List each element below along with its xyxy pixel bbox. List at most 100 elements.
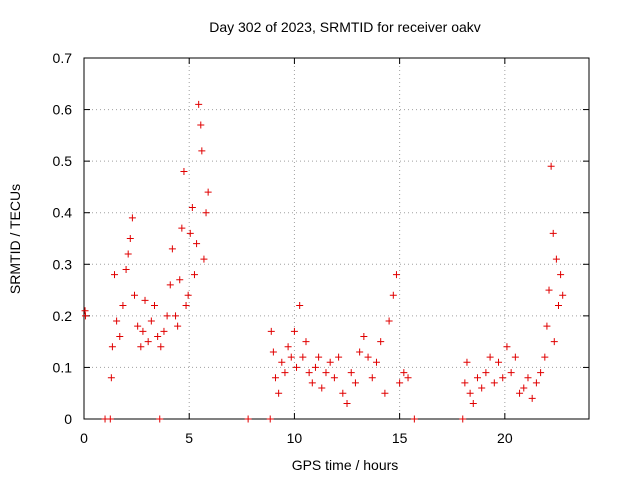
data-point — [335, 353, 343, 361]
data-point — [156, 415, 164, 423]
data-point — [339, 389, 347, 397]
data-point — [490, 379, 498, 387]
data-point — [389, 291, 397, 299]
data-point — [193, 240, 201, 248]
data-point — [186, 229, 194, 237]
y-tick-label: 0.5 — [53, 153, 73, 169]
data-point — [131, 291, 138, 299]
data-point — [107, 374, 115, 382]
data-point — [559, 291, 567, 299]
data-point — [126, 235, 134, 242]
data-point — [296, 302, 304, 310]
data-point — [547, 162, 555, 170]
data-point — [516, 389, 524, 397]
x-tick-label: 10 — [287, 430, 303, 446]
y-tick-label: 0.3 — [53, 256, 73, 272]
data-point — [364, 353, 372, 361]
data-point — [315, 353, 323, 361]
data-point — [284, 343, 292, 351]
data-point — [511, 353, 519, 361]
data-point — [271, 374, 279, 382]
data-point — [134, 322, 142, 330]
data-point — [385, 317, 393, 325]
data-point — [302, 338, 310, 346]
axis-ticks: 0 0.1 0.2 0.3 0.4 0.5 0.6 0.7 0 5 10 15 20 — [53, 50, 589, 446]
data-point — [473, 374, 481, 382]
data-point — [545, 286, 553, 294]
data-point — [322, 369, 330, 377]
grid-lines — [84, 58, 589, 419]
x-tick-label: 20 — [497, 430, 513, 446]
y-tick-label: 0 — [64, 411, 72, 427]
data-point — [368, 374, 376, 382]
data-point — [343, 400, 351, 408]
data-point — [311, 363, 319, 371]
y-tick-label: 0.6 — [53, 102, 73, 118]
y-axis-label: SRMTID / TECUs — [7, 184, 23, 294]
data-point — [266, 415, 274, 423]
y-tick-label: 0.1 — [53, 359, 73, 375]
data-point — [204, 188, 212, 196]
data-point — [139, 327, 147, 335]
data-point — [347, 369, 355, 377]
data-point — [157, 343, 165, 351]
data-point — [202, 209, 210, 217]
data-point — [330, 374, 338, 382]
x-tick-label: 5 — [185, 430, 193, 446]
data-point — [197, 121, 205, 129]
data-point — [503, 343, 511, 351]
data-point — [318, 384, 326, 392]
data-point — [119, 302, 127, 310]
data-point — [281, 369, 289, 377]
data-point — [137, 343, 145, 351]
data-point — [122, 265, 130, 273]
data-point — [144, 338, 152, 346]
data-point — [176, 276, 184, 284]
data-point — [172, 312, 180, 320]
data-point — [549, 229, 557, 237]
data-point — [150, 302, 158, 310]
chart-title: Day 302 of 2023, SRMTID for receiver oak… — [209, 19, 481, 35]
data-point — [495, 358, 503, 366]
data-point — [174, 322, 182, 330]
data-point — [182, 302, 190, 310]
data-point — [404, 374, 412, 382]
data-marks — [81, 100, 567, 423]
plot-frame — [83, 57, 590, 420]
data-point — [178, 224, 186, 232]
data-point — [400, 369, 408, 377]
data-point — [537, 369, 545, 377]
data-point — [198, 147, 206, 155]
data-point — [106, 415, 114, 423]
data-point — [499, 374, 507, 382]
x-tick-label: 15 — [392, 430, 408, 446]
data-point — [543, 322, 551, 330]
data-point — [326, 358, 334, 366]
x-axis-label: GPS time / hours — [292, 457, 399, 473]
data-point — [190, 271, 198, 279]
data-point — [351, 379, 359, 387]
data-point — [466, 389, 474, 397]
data-point — [111, 271, 119, 279]
data-point — [113, 317, 121, 325]
data-point — [482, 369, 490, 377]
data-point — [478, 384, 486, 392]
data-point — [528, 394, 536, 402]
data-point — [108, 343, 116, 351]
data-point — [290, 327, 298, 335]
data-point — [356, 348, 364, 356]
data-point — [459, 415, 467, 423]
data-point — [308, 379, 316, 387]
data-point — [180, 167, 188, 175]
data-point — [154, 332, 162, 340]
data-point — [128, 214, 136, 222]
data-point — [520, 384, 528, 392]
data-point — [461, 379, 469, 387]
data-point — [200, 255, 208, 263]
data-point — [524, 374, 532, 382]
y-tick-label: 0.7 — [53, 50, 73, 66]
data-point — [141, 296, 149, 304]
data-point — [116, 332, 124, 340]
x-tick-label: 0 — [80, 430, 88, 446]
data-point — [550, 338, 558, 346]
